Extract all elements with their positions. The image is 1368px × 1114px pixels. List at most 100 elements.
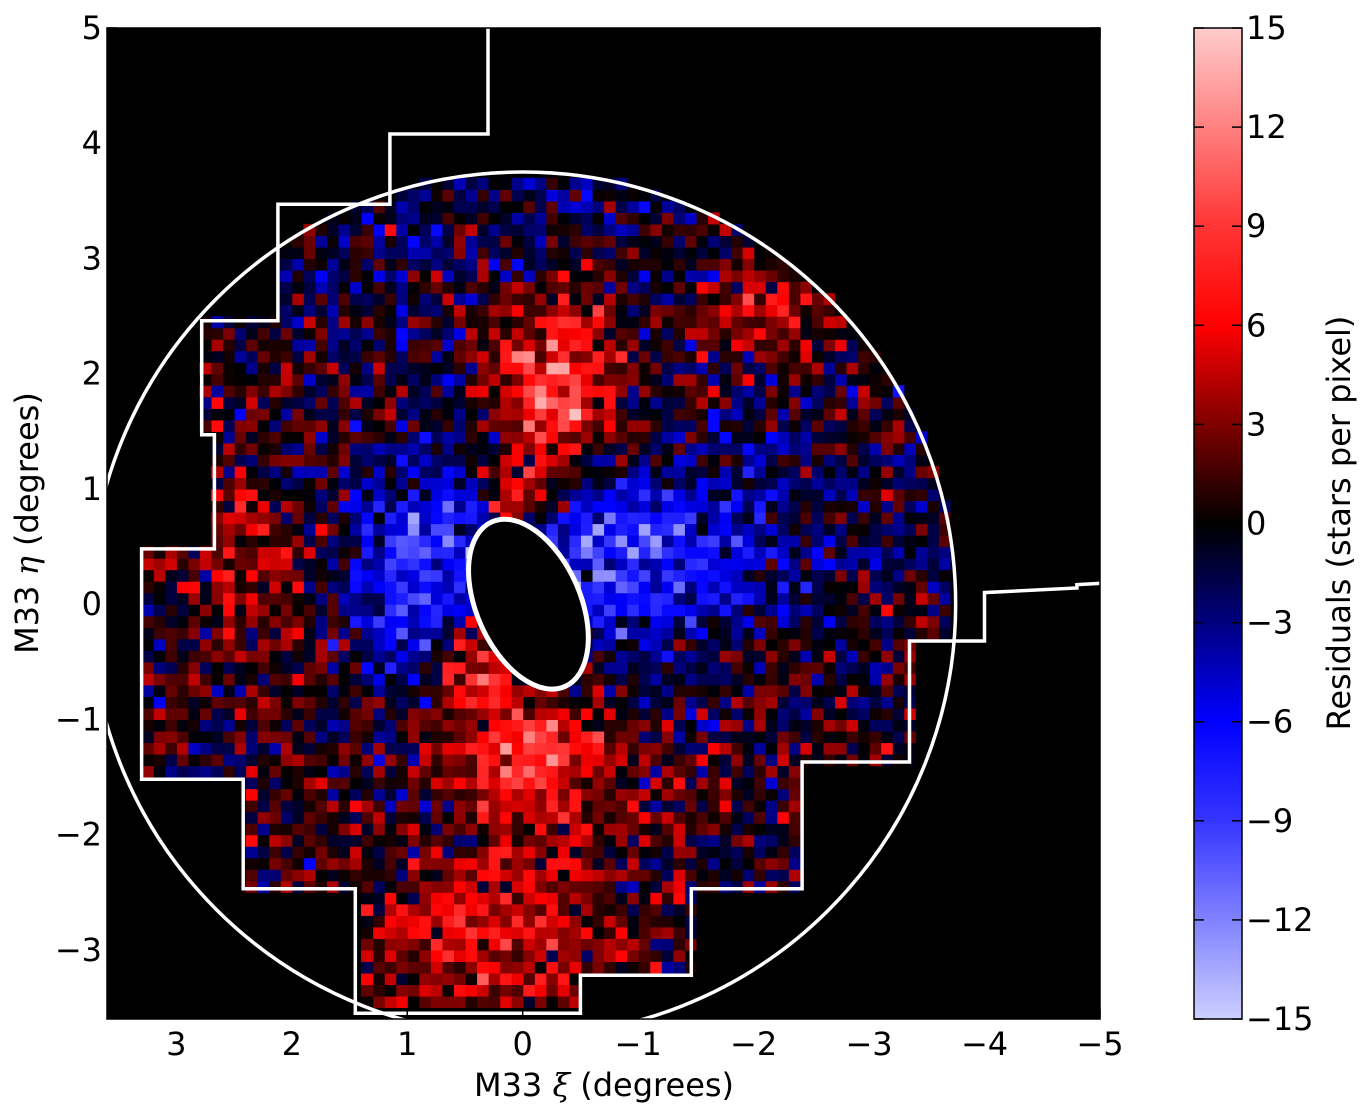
residual-pixel (476, 442, 489, 455)
residual-pixel (811, 293, 824, 306)
x-tick-label: 2 (282, 1025, 302, 1063)
residual-pixel (534, 777, 547, 790)
residual-pixel (395, 627, 408, 640)
residual-pixel (407, 316, 420, 329)
residual-pixel (638, 316, 651, 329)
residual-pixel (384, 373, 397, 386)
residual-pixel (176, 765, 189, 778)
residual-pixel (603, 235, 616, 248)
residual-pixel (337, 834, 351, 847)
residual-pixel (395, 707, 408, 720)
residual-pixel (488, 719, 501, 732)
residual-pixel (869, 627, 882, 640)
residual-pixel (811, 661, 824, 674)
residual-pixel (349, 823, 362, 836)
residual-pixel (672, 834, 685, 847)
residual-pixel (765, 742, 778, 755)
residual-pixel (176, 638, 189, 651)
residual-pixel (268, 869, 281, 882)
residual-pixel (303, 834, 316, 847)
residual-pixel (626, 719, 639, 732)
residual-pixel (499, 396, 512, 409)
residual-pixel (568, 834, 582, 847)
residual-pixel (430, 903, 443, 916)
residual-pixel (753, 350, 766, 363)
residual-pixel (407, 949, 420, 962)
residual-pixel (730, 834, 743, 847)
residual-pixel (707, 373, 720, 386)
residual-pixel (684, 846, 697, 859)
residual-pixel (407, 523, 420, 536)
residual-pixel (303, 857, 316, 870)
residual-pixel (545, 339, 558, 352)
residual-pixel (753, 638, 766, 651)
residual-pixel (811, 684, 824, 697)
residual-pixel (718, 408, 732, 421)
residual-pixel (776, 650, 789, 663)
residual-pixel (499, 949, 512, 962)
residual-pixel (430, 442, 443, 455)
residual-pixel (291, 592, 304, 605)
residual-pixel (395, 581, 408, 594)
residual-pixel (684, 511, 697, 525)
residual-pixel (361, 696, 374, 709)
residual-pixel (499, 258, 512, 271)
residual-pixel (695, 442, 709, 455)
residual-pixel (753, 857, 766, 870)
residual-pixel (511, 408, 524, 421)
residual-pixel (361, 246, 374, 260)
residual-pixel (407, 661, 420, 674)
residual-pixel (199, 569, 212, 582)
residual-pixel (522, 915, 535, 928)
residual-pixel (372, 535, 385, 548)
residual-pixel (511, 327, 524, 340)
residual-pixel (268, 419, 281, 432)
residual-pixel (407, 258, 420, 271)
x-tick-label: −4 (961, 1025, 1008, 1063)
residual-pixel (464, 223, 478, 237)
residual-pixel (476, 661, 489, 674)
residual-pixel (718, 223, 732, 237)
residual-pixel (361, 765, 374, 778)
residual-pixel (522, 834, 535, 847)
residual-pixel (430, 972, 443, 986)
residual-pixel (742, 753, 755, 767)
residual-pixel (326, 869, 339, 882)
residual-pixel (568, 373, 582, 386)
residual-pixel (349, 558, 362, 571)
residual-pixel (857, 684, 870, 697)
residual-pixel (557, 880, 570, 893)
residual-pixel (580, 673, 593, 686)
residual-pixel (326, 777, 339, 790)
residual-pixel (684, 500, 697, 513)
residual-pixel (314, 777, 327, 790)
residual-pixel (522, 742, 535, 755)
residual-pixel (361, 880, 374, 893)
residual-pixel (695, 454, 709, 467)
residual-pixel (361, 523, 374, 536)
residual-pixel (545, 811, 558, 824)
residual-pixel (511, 730, 524, 744)
residual-pixel (210, 396, 224, 409)
residual-pixel (187, 650, 200, 663)
residual-pixel (615, 800, 628, 813)
residual-pixel (672, 569, 685, 582)
residual-pixel (788, 707, 801, 720)
residual-pixel (314, 823, 327, 836)
residual-pixel (268, 800, 281, 813)
residual-pixel (234, 419, 247, 432)
residual-pixel (545, 316, 558, 329)
residual-pixel (615, 431, 628, 444)
residual-pixel (372, 961, 385, 974)
residual-pixel (811, 546, 824, 559)
residual-pixel (326, 500, 339, 513)
residual-pixel (511, 246, 524, 260)
residual-pixel (464, 892, 478, 905)
residual-pixel (291, 800, 304, 813)
residual-pixel (545, 327, 558, 340)
residual-pixel (522, 684, 535, 697)
residual-pixel (638, 431, 651, 444)
residual-pixel (684, 800, 697, 813)
residual-pixel (753, 730, 766, 744)
residual-pixel (314, 500, 327, 513)
